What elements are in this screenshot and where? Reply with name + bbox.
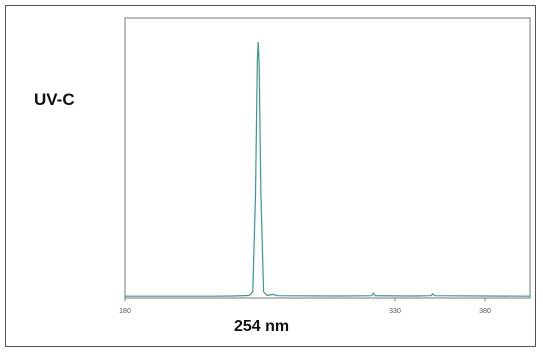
- x-tick-label-330: 330: [389, 308, 401, 315]
- x-tick-label-380: 380: [479, 308, 491, 315]
- spectrum-line: [125, 41, 531, 297]
- plot-area: [124, 17, 531, 299]
- figure-frame: [5, 5, 536, 347]
- x-tick-label-180: 180: [119, 308, 131, 315]
- peak-wavelength-label: 254 nm: [234, 318, 290, 335]
- x-tick-group: 180 330 380: [119, 298, 491, 315]
- series-label: UV-C: [34, 90, 75, 109]
